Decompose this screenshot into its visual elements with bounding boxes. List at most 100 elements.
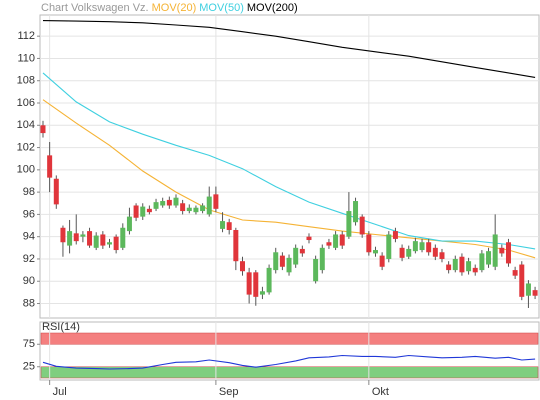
candle-body: [379, 255, 385, 267]
x-tick-label: Jul: [53, 386, 67, 398]
candle-body: [87, 231, 93, 246]
x-tick-label: Okt: [372, 386, 389, 398]
y-tick-label: 92: [23, 253, 35, 265]
candle-body: [206, 196, 212, 215]
y-tick-label: 94: [23, 231, 35, 243]
candle-body: [432, 247, 438, 257]
candle-body: [146, 208, 152, 213]
candle-body: [512, 270, 518, 276]
y-tick-label: 110: [17, 52, 35, 64]
candle-body: [306, 236, 312, 241]
candle-body: [173, 197, 179, 206]
candle-body: [193, 207, 199, 213]
candle-body: [479, 253, 485, 271]
candle-body: [353, 201, 359, 223]
candle-body: [472, 267, 478, 273]
rsi-line: [42, 354, 536, 370]
title-text: Chart Volkswagen Vz.: [41, 2, 149, 14]
candle-body: [372, 250, 378, 254]
chart-title: Chart Volkswagen Vz. MOV(20) MOV(50) MOV(20…: [41, 2, 298, 14]
candle-body: [525, 283, 531, 296]
y-tick-label: 100: [17, 164, 35, 176]
candle-body: [326, 242, 332, 246]
candle-body: [419, 242, 425, 251]
candle-body: [279, 255, 285, 267]
candle-body: [60, 227, 66, 243]
candle-body: [446, 264, 452, 271]
y-tick-label: 25: [23, 361, 35, 373]
candle-body: [126, 216, 132, 232]
candle-body: [140, 206, 146, 217]
candle-body: [93, 235, 99, 248]
candle-body: [339, 234, 345, 246]
moving-average-line: [42, 72, 536, 250]
candle-body: [319, 247, 325, 271]
candle-body: [273, 252, 279, 271]
candle-body: [120, 227, 126, 248]
candle-body: [113, 236, 119, 251]
legend-entry: MOV(50): [199, 2, 244, 14]
rsi-band: [40, 366, 539, 379]
candle-body: [47, 155, 53, 178]
candle-body: [333, 234, 339, 248]
candle-body: [266, 267, 272, 293]
candle-body: [452, 258, 458, 271]
candle-body: [106, 242, 112, 245]
candle-body: [213, 194, 219, 209]
candle-body: [519, 264, 525, 297]
x-tick-label: Sep: [219, 386, 239, 398]
candle-body: [186, 207, 192, 212]
candle-body: [253, 272, 259, 297]
candle-body: [392, 231, 398, 239]
legend-entry: MOV(20): [152, 2, 197, 14]
candle-body: [313, 258, 319, 282]
candle-body: [259, 291, 265, 295]
candle-body: [200, 205, 206, 212]
y-tick-label: 108: [17, 75, 35, 87]
candle-body: [53, 178, 59, 205]
candle-body: [499, 247, 505, 254]
candle-body: [366, 234, 372, 253]
y-tick-label: 75: [23, 338, 35, 350]
candle-body: [166, 199, 172, 206]
candle-body: [67, 231, 73, 246]
candle-body: [532, 290, 538, 296]
moving-average-line: [42, 20, 536, 78]
candle-body: [459, 256, 465, 273]
panel-title: RSI(14): [42, 321, 80, 333]
candle-body: [399, 247, 405, 258]
candle-body: [100, 234, 106, 246]
y-tick-label: 112: [17, 30, 35, 42]
legend-entry: MOV(200): [247, 2, 298, 14]
candle-body: [180, 203, 186, 212]
candle-body: [486, 251, 492, 265]
moving-average-line: [42, 99, 536, 259]
candle-body: [73, 233, 79, 242]
candle-body: [226, 222, 232, 230]
candle-body: [233, 229, 239, 262]
candle-body: [160, 201, 166, 206]
y-tick-label: 98: [23, 186, 35, 198]
y-tick-label: 90: [23, 275, 35, 287]
candle-body: [412, 241, 418, 252]
y-tick-label: 102: [17, 141, 35, 153]
candle-body: [246, 272, 252, 295]
candle-body: [80, 234, 86, 237]
candle-body: [492, 234, 498, 267]
candle-body: [286, 257, 292, 273]
candle-body: [153, 202, 159, 209]
y-tick-label: 106: [17, 97, 35, 109]
candle-body: [406, 248, 412, 257]
candle-body: [505, 242, 511, 264]
rsi-band: [40, 332, 539, 345]
candle-body: [239, 261, 245, 272]
candle-body: [299, 248, 305, 254]
candle-body: [386, 234, 392, 259]
candle-body: [220, 221, 226, 229]
candle-body: [293, 247, 299, 265]
candle-body: [426, 242, 432, 253]
y-tick-label: 96: [23, 208, 35, 220]
candle-body: [439, 252, 445, 259]
candle-body: [466, 261, 472, 272]
